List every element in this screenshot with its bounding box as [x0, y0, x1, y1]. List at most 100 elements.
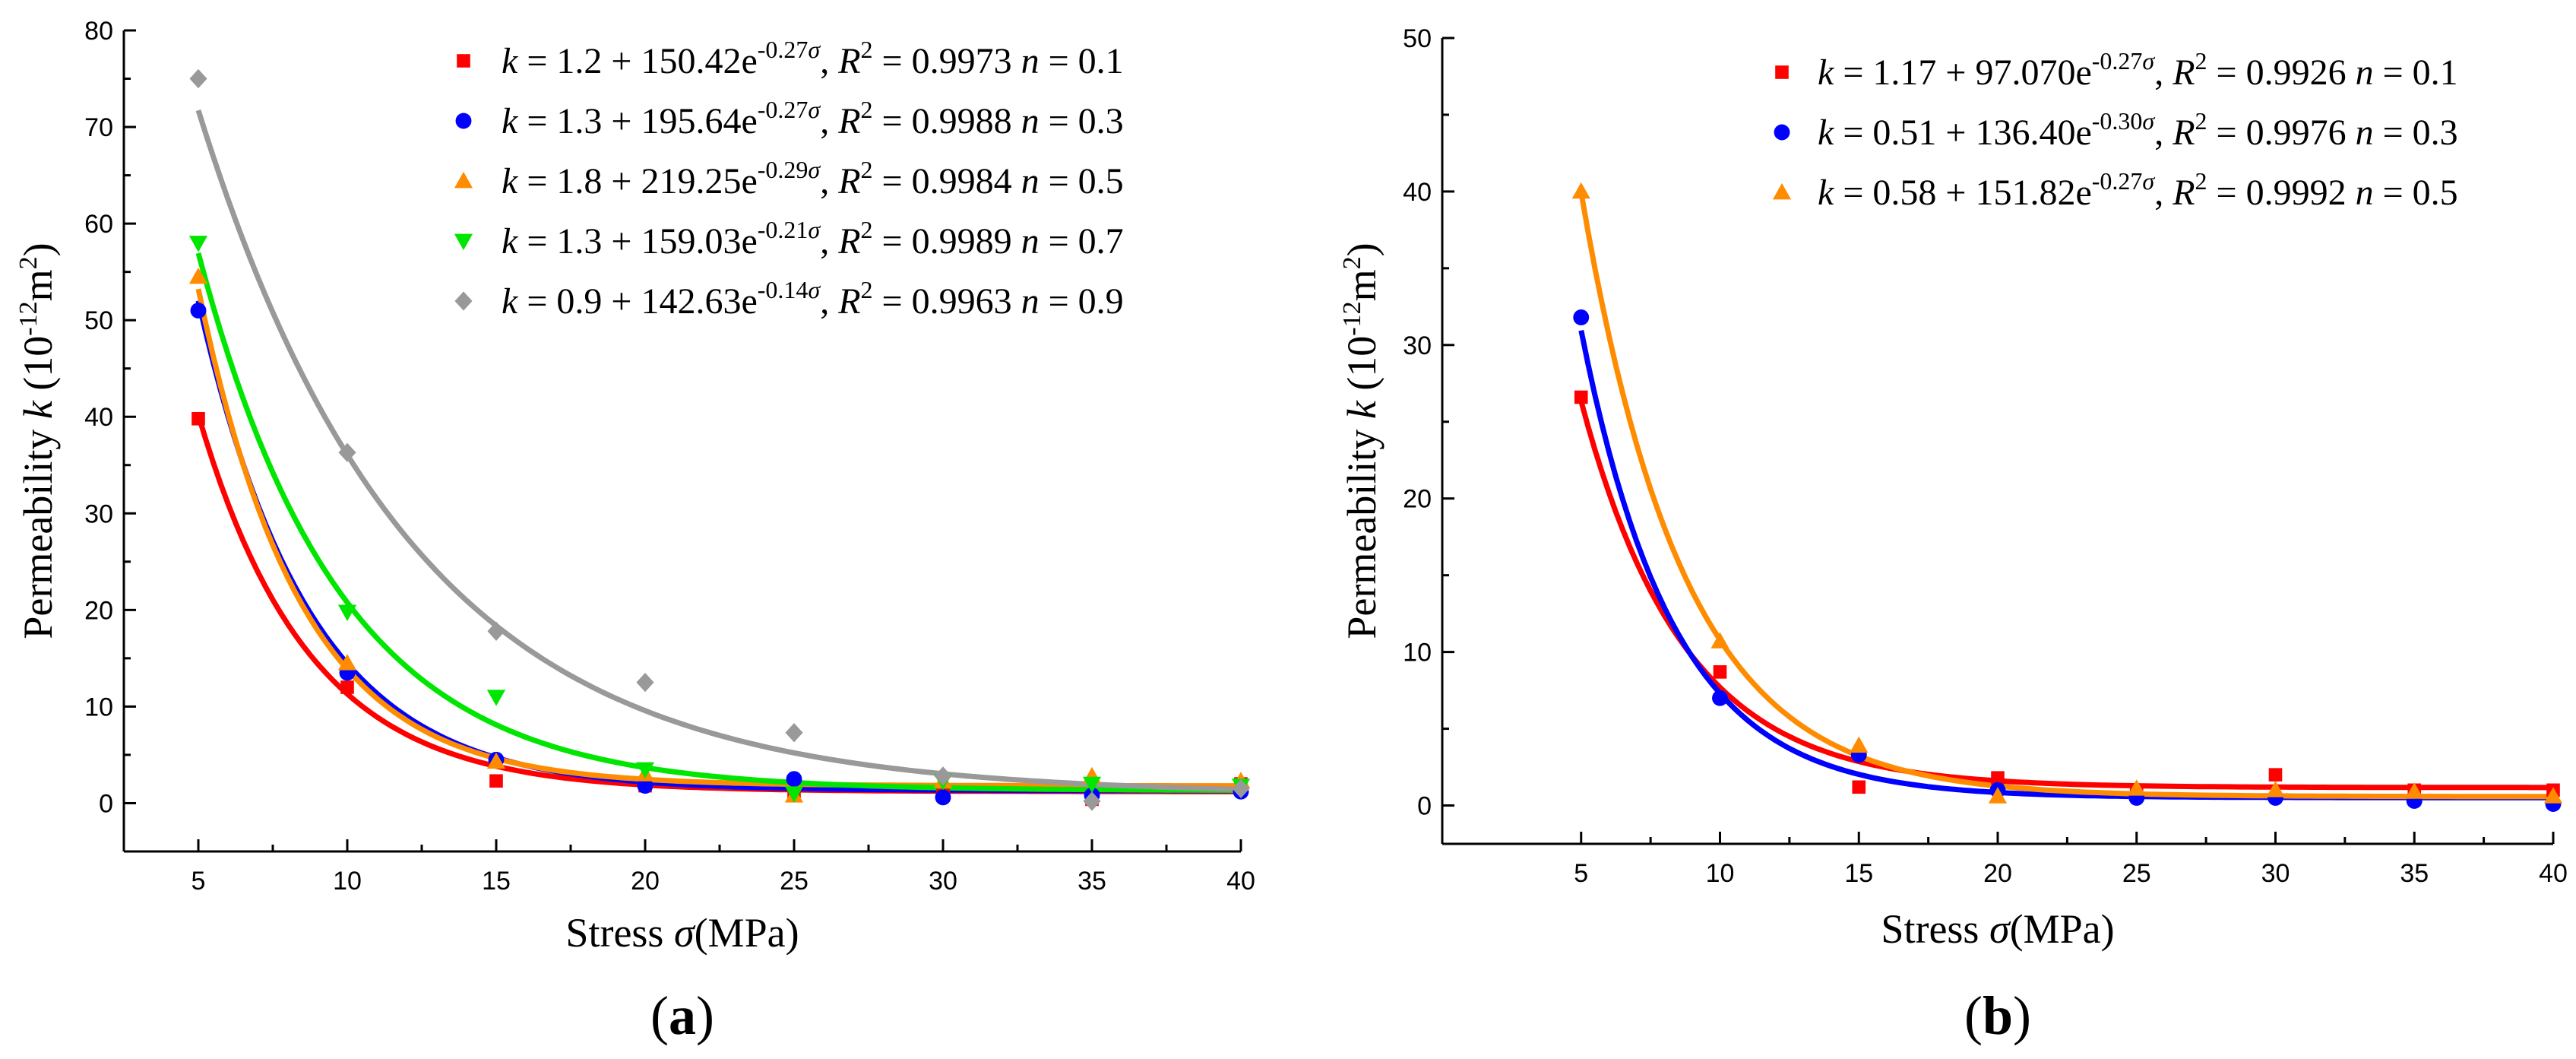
panel-b-y-tick-label: 10: [1403, 639, 1432, 667]
panel-a-x-tick-label: 20: [631, 867, 660, 896]
panel-a-legend-entry: k = 1.8 + 219.25e-0.29σ, R2 = 0.9984 n =…: [502, 156, 1124, 201]
panel-b-legend-entry: k = 0.58 + 151.82e-0.27σ, R2 = 0.9992 n …: [1818, 167, 2458, 213]
panel-a-data-point: [486, 690, 506, 706]
panel-b-legend-entry: k = 1.17 + 97.070e-0.27σ, R2 = 0.9926 n …: [1818, 47, 2458, 93]
panel-a-data-point: [1083, 791, 1101, 811]
panel-a-legend: k = 1.2 + 150.42e-0.27σ, R2 = 0.9973 n =…: [454, 36, 1124, 322]
panel-a-legend-entry: k = 1.2 + 150.42e-0.27σ, R2 = 0.9973 n =…: [502, 36, 1124, 81]
panel-a-legend-marker: [457, 54, 470, 68]
panel-b-y-tick-label: 30: [1403, 331, 1432, 360]
panel-b-data-point: [2127, 779, 2146, 796]
panel-a-x-tick-label: 35: [1078, 867, 1106, 896]
panel-b-fit-curve-05: [1578, 192, 2553, 800]
panel-a-x-tick-label: 15: [482, 867, 511, 896]
panel-b-x-tick-label: 30: [2261, 859, 2290, 888]
panel-a-data-point: [190, 303, 207, 319]
panel-a-data-point: [784, 786, 804, 803]
panel-b-data-point: [2405, 782, 2424, 799]
panel-b-x-tick-label: 10: [1706, 859, 1735, 888]
panel-a-fit-curve-07: [195, 252, 1241, 793]
panel-a-x-tick-label: 5: [191, 867, 206, 896]
panel-b-fit-curve-03: [1578, 329, 2553, 801]
panel-b-x-tick-label: 5: [1574, 859, 1588, 888]
panel-a-data-point: [786, 771, 802, 788]
panel-a-data-point: [189, 68, 207, 89]
panel-a-data-point: [188, 236, 208, 252]
panel-a-data-point: [337, 654, 357, 671]
panel-b-x-tick-label: 25: [2122, 859, 2151, 888]
panel-a-x-tick-label: 30: [929, 867, 957, 896]
panel-a-data-point: [191, 411, 205, 426]
panel-a-fit-curve-05: [195, 288, 1241, 789]
panel-b-data-point: [1991, 771, 2005, 785]
panel-b-legend-marker: [1772, 182, 1792, 200]
panel-a-x-tick-label: 40: [1226, 867, 1255, 896]
panel-a-data-point: [637, 778, 653, 794]
panel-a-legend-entry: k = 0.9 + 142.63e-0.14σ, R2 = 0.9963 n =…: [502, 276, 1124, 322]
panel-b-legend-entry: k = 0.51 + 136.40e-0.30σ, R2 = 0.9976 n …: [1818, 107, 2458, 153]
panel-a-data-point: [635, 762, 655, 779]
panel-b-y-axis-title: Permeability k (10-12m2): [1338, 243, 1385, 639]
panel-a-y-tick-label: 40: [84, 403, 113, 432]
panel-a-data-point: [636, 672, 654, 693]
panel-a-data-point: [337, 604, 357, 621]
panel-a-y-tick-label: 10: [84, 693, 113, 721]
panel-b-data-point: [1710, 632, 1729, 648]
panel-b-data-point: [2543, 787, 2563, 804]
panel-a-x-axis-title: Stress σ(MPa): [565, 910, 799, 956]
panel-a-data-point: [934, 766, 952, 786]
panel-a-data-point: [487, 621, 505, 641]
panel-a-y-tick-label: 70: [84, 113, 113, 142]
panel-b-data-point: [1988, 787, 2008, 804]
panel-a-legend-entry: k = 1.3 + 195.64e-0.27σ, R2 = 0.9988 n =…: [502, 96, 1124, 141]
panel-b-label: (b): [1964, 985, 2031, 1046]
panel-a-data-point: [935, 789, 951, 806]
panel-b-y-tick-label: 0: [1417, 792, 1432, 821]
panel-b-x-tick-label: 20: [1983, 859, 2012, 888]
panel-a-fit-curve-03: [195, 300, 1241, 794]
panel-b-data-point: [1571, 182, 1590, 199]
panel-b-legend: k = 1.17 + 97.070e-0.27σ, R2 = 0.9926 n …: [1772, 47, 2458, 213]
panel-a-legend-marker: [455, 113, 472, 129]
panel-a-data-point: [188, 267, 208, 284]
panel-b-data-point: [1573, 309, 1590, 325]
panel-b-data-point: [1574, 390, 1588, 404]
panel-a-y-tick-label: 30: [84, 499, 113, 528]
panel-b-y-tick-label: 50: [1403, 24, 1432, 53]
panel-b-data-point: [1713, 665, 1727, 679]
panel-b-fit-curve-01: [1578, 400, 2553, 791]
panel-a-data-point: [486, 752, 506, 769]
panel-a-legend-marker: [454, 171, 473, 189]
panel-a-data-point: [785, 723, 803, 743]
panel-b-data-point: [1852, 780, 1866, 794]
panel-a-data-point: [489, 774, 503, 788]
panel-a-y-tick-label: 50: [84, 306, 113, 335]
panel-a-y-tick-label: 20: [84, 596, 113, 625]
panel-a-data-point: [1082, 776, 1102, 794]
panel-a-chart: 0 10 20 30 40 50 60 70 80 5 10 15 20 25 30 35 40 k = 1.2 …: [14, 17, 1255, 1046]
panel-b-x-tick-label: 15: [1844, 859, 1873, 888]
panel-a-fit-curve-09: [195, 109, 1241, 792]
panel-a-y-tick-label: 80: [84, 17, 113, 46]
panel-a-data-point: [1232, 778, 1250, 799]
panel-a-y-axis-title: Permeability k (10-12m2): [14, 243, 61, 639]
panel-a-legend-marker: [454, 233, 473, 251]
panel-b-x-axis-title: Stress σ(MPa): [1881, 906, 2114, 952]
panel-b-data-point: [2268, 768, 2283, 782]
panel-b-data-point: [1850, 736, 1869, 753]
panel-a-x-tick-label: 25: [780, 867, 809, 896]
panel-a-legend-marker: [454, 291, 473, 311]
panel-b-chart: 0 10 20 30 40 50 5 10 15 20 25 30 35 40 k = 1.17 + 97.…: [1338, 24, 2568, 1046]
panel-b-y-tick-label: 20: [1403, 485, 1432, 514]
panel-a-y-tick-label: 0: [99, 789, 113, 818]
panel-a-data-point: [340, 680, 354, 694]
panel-b-legend-marker: [1775, 65, 1789, 79]
panel-b-data-point: [2266, 781, 2285, 797]
panel-b-data-point: [1712, 690, 1728, 706]
panel-b-x-tick-label: 40: [2539, 859, 2568, 888]
panel-b-y-tick-label: 40: [1403, 178, 1432, 207]
panel-a-legend-entry: k = 1.3 + 159.03e-0.21σ, R2 = 0.9989 n =…: [502, 216, 1124, 262]
panel-a-y-tick-label: 60: [84, 210, 113, 239]
panel-a-label: (a): [650, 985, 714, 1046]
